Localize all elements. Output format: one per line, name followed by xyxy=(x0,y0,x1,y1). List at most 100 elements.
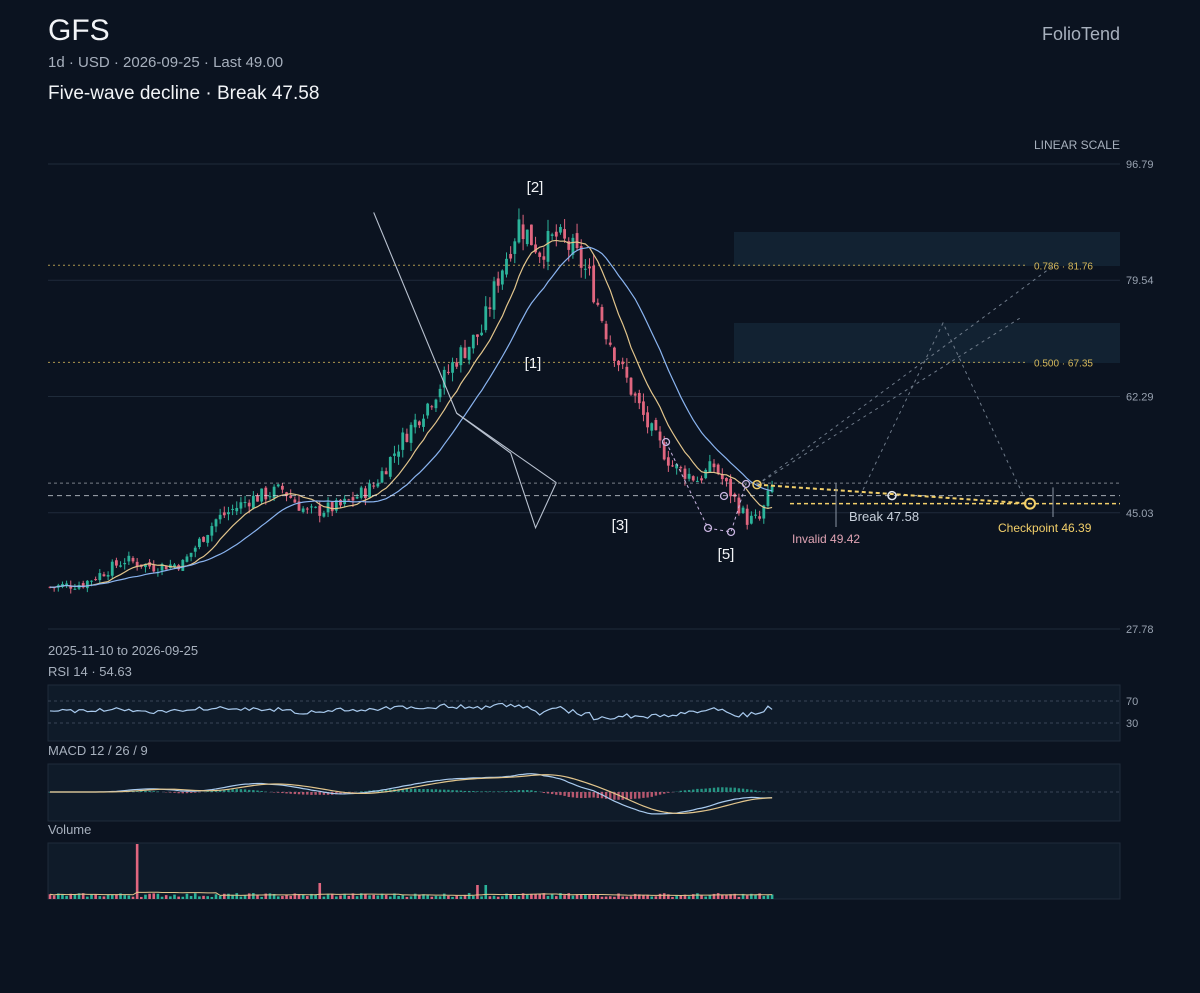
ticker-meta: 1d · USD · 2026-09-25 · Last 49.00 xyxy=(48,54,284,71)
candle-body xyxy=(745,508,749,525)
macd-hist-bar xyxy=(555,792,558,795)
macd-hist-bar xyxy=(571,792,575,798)
macd-hist-bar xyxy=(501,791,504,792)
candle-body xyxy=(384,471,388,475)
macd-hist-bar xyxy=(575,792,579,798)
candle-body xyxy=(214,519,218,527)
candle-body xyxy=(476,334,479,337)
candle-body xyxy=(691,476,695,481)
candle-body xyxy=(127,555,131,562)
candle-body xyxy=(467,346,471,360)
macd-hist-bar xyxy=(721,787,724,792)
volume-bar xyxy=(405,896,409,899)
macd-hist-bar xyxy=(414,788,417,792)
macd-hist-bar xyxy=(277,792,280,793)
candle-body xyxy=(98,573,102,581)
brand-name: FolioTend xyxy=(1041,24,1120,44)
candle-body xyxy=(305,508,309,510)
macd-hist-bar xyxy=(687,789,691,792)
candle-body xyxy=(637,392,641,404)
candle-body xyxy=(654,419,658,431)
volume-bar xyxy=(579,894,583,899)
volume-bar xyxy=(546,896,550,899)
macd-hist-bar xyxy=(758,791,761,792)
volume-bar xyxy=(173,894,176,899)
candle-body xyxy=(206,534,210,543)
volume-bar xyxy=(227,893,230,899)
candle-body xyxy=(189,552,193,557)
volume-bar xyxy=(243,895,247,899)
macd-hist-bar xyxy=(310,792,313,795)
volume-bar xyxy=(559,893,562,899)
candle-body xyxy=(749,515,753,524)
candle-body xyxy=(534,244,537,253)
candle-body xyxy=(766,490,770,506)
candle-body xyxy=(621,361,625,365)
candle-body xyxy=(90,580,93,582)
volume-bar xyxy=(115,894,118,899)
candle-body xyxy=(471,334,475,349)
volume-bar xyxy=(301,894,305,899)
volume-bar xyxy=(758,893,761,899)
volume-bar xyxy=(687,896,691,899)
candle-body xyxy=(492,281,496,310)
volume-bar xyxy=(418,894,421,899)
candle-body xyxy=(563,229,566,239)
fib-label: 0.786 · 81.76 xyxy=(1034,261,1093,272)
volume-bar xyxy=(467,893,471,899)
candle-body xyxy=(351,497,355,501)
candle-body xyxy=(318,505,322,516)
macd-hist-bar xyxy=(434,789,438,792)
volume-bar xyxy=(721,894,724,899)
volume-bar xyxy=(459,896,463,899)
rsi-line xyxy=(49,702,773,721)
volume-bar xyxy=(646,894,649,899)
volume-bar xyxy=(351,893,355,899)
macd-hist-bar xyxy=(409,789,413,792)
volume-bar xyxy=(127,895,131,899)
macd-hist-bar xyxy=(430,789,433,792)
macd-hist-bar xyxy=(218,790,222,792)
macd-hist-bar xyxy=(235,789,238,792)
macd-hist-bar xyxy=(505,791,508,792)
candle-body xyxy=(687,473,691,479)
macd-hist-bar xyxy=(326,792,330,795)
volume-bar xyxy=(152,893,156,899)
candle-body xyxy=(505,258,508,275)
volume-bar xyxy=(252,893,255,899)
macd-hist-bar xyxy=(559,792,562,796)
volume-bar xyxy=(555,896,558,899)
scale-label: LINEAR SCALE xyxy=(1034,138,1120,152)
volume-bar xyxy=(505,893,508,899)
volume-bar xyxy=(650,896,654,899)
candle-body xyxy=(81,583,85,588)
volume-bar xyxy=(592,895,595,899)
wave-pivot xyxy=(719,491,729,501)
candle-body xyxy=(480,332,483,336)
macd-hist-bar xyxy=(472,791,475,792)
volume-bar xyxy=(613,896,616,899)
macd-hist-bar xyxy=(596,792,599,799)
projection-fan xyxy=(756,317,1022,486)
candle-body xyxy=(646,412,649,428)
volume-bar xyxy=(181,896,185,899)
volume-bar xyxy=(550,894,554,899)
candle-body xyxy=(521,224,525,240)
macd-hist-bar xyxy=(438,789,442,792)
macd-hist-bar xyxy=(272,792,276,793)
candle-body xyxy=(583,268,587,270)
macd-hist-bar xyxy=(642,792,645,798)
volume-bar xyxy=(484,885,488,899)
macd-hist-bar xyxy=(177,792,180,794)
candle-body xyxy=(202,536,205,542)
volume-bar xyxy=(185,893,189,899)
candle-body xyxy=(459,347,463,366)
volume-bar xyxy=(326,893,330,899)
candle-body xyxy=(239,502,243,509)
volume-bar xyxy=(239,896,243,899)
wave-label: [1] xyxy=(525,355,542,372)
macd-hist-bar xyxy=(256,790,259,792)
wave-pivot xyxy=(741,479,751,489)
macd-hist-bar xyxy=(173,792,176,793)
